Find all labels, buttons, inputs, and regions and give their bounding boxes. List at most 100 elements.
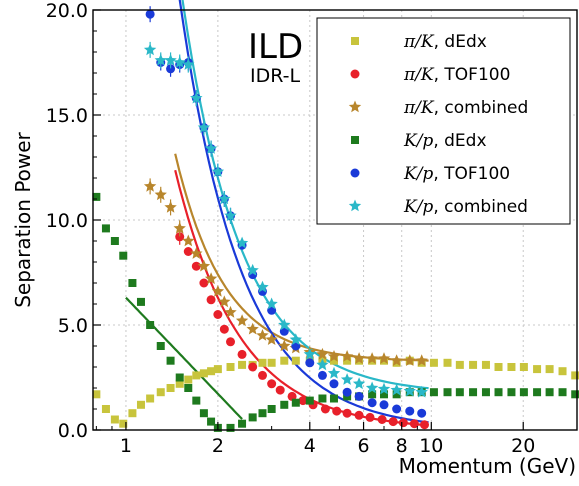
data-point-series-5 (256, 280, 269, 293)
data-point-series-1 (183, 247, 193, 256)
data-point-series-3 (481, 388, 490, 397)
data-point-series-1 (332, 406, 342, 416)
data-point-series-2 (352, 352, 366, 364)
legend-entry-1: π/K, TOF100 (403, 65, 510, 85)
data-point-series-5 (143, 43, 157, 56)
data-point-series-3 (92, 192, 101, 201)
data-point-series-0 (238, 360, 247, 369)
data-point-series-5 (327, 366, 341, 379)
data-point-series-4 (305, 358, 315, 368)
data-point-series-3 (207, 417, 216, 426)
data-point-series-1 (206, 295, 216, 305)
data-point-series-0 (429, 358, 438, 367)
data-point-series-2 (164, 200, 177, 213)
data-point-series-2 (218, 295, 231, 308)
data-point-series-3 (558, 388, 567, 397)
data-point-series-3 (101, 224, 110, 233)
fit-curve-series-4 (178, 0, 429, 424)
data-point-series-5 (204, 142, 218, 154)
legend-box (316, 17, 571, 225)
tick-labels: 1 2 4 6 8 10 20 0.0 5.0 10.0 15.0 20.0 (46, 0, 536, 457)
data-point-series-0 (175, 379, 184, 388)
legend-entry-3: K/p, dEdx (403, 131, 487, 151)
x-tick-label: 10 (419, 435, 443, 457)
data-point-series-5 (289, 333, 302, 345)
data-point-series-1 (320, 404, 330, 414)
data-point-series-0 (571, 371, 579, 380)
data-point-series-3 (166, 356, 175, 365)
data-point-series-0 (110, 415, 119, 424)
data-point-series-1 (191, 261, 201, 271)
data-point-series-3 (318, 394, 327, 403)
data-point-series-2 (143, 179, 157, 192)
data-point-series-3 (184, 384, 193, 392)
data-point-series-0 (343, 356, 352, 365)
data-point-series-2 (340, 350, 354, 362)
legend-marker-3 (351, 136, 359, 144)
data-point-series-5 (173, 56, 186, 68)
data-point-series-3 (469, 388, 478, 397)
data-point-series-4 (329, 379, 339, 389)
data-point-series-5 (365, 381, 379, 394)
data-point-series-2 (327, 350, 341, 362)
legend-marker-5 (348, 199, 362, 212)
data-point-series-3 (258, 409, 267, 418)
data-point-series-3 (175, 373, 184, 382)
data-point-series-5 (278, 318, 291, 331)
data-point-series-3 (146, 321, 155, 329)
data-point-series-2 (365, 352, 379, 364)
data-point-series-3 (248, 413, 257, 422)
data-point-series-3 (238, 419, 247, 428)
data-point-series-5 (224, 209, 237, 222)
data-point-series-2 (316, 347, 329, 360)
data-point-series-3 (571, 390, 579, 399)
data-point-series-0 (146, 394, 155, 403)
data-point-series-3 (192, 396, 201, 405)
data-point-series-3 (519, 388, 528, 397)
data-point-series-2 (173, 221, 186, 234)
data-point-series-2 (154, 188, 167, 201)
data-point-series-0 (455, 360, 464, 369)
data-point-series-3 (380, 390, 389, 399)
data-point-series-0 (291, 356, 300, 365)
data-point-series-1 (409, 419, 419, 429)
data-point-series-2 (390, 354, 403, 366)
data-point-series-3 (507, 388, 516, 397)
data-point-series-1 (398, 418, 408, 428)
data-point-series-5 (377, 382, 391, 395)
data-point-series-5 (265, 297, 278, 310)
data-point-series-1 (420, 420, 430, 430)
data-point-series-5 (303, 347, 316, 360)
y-axis-label: Separation Power (11, 131, 35, 307)
data-point-series-1 (298, 396, 308, 406)
data-point-series-1 (287, 391, 297, 401)
data-point-series-0 (267, 358, 276, 367)
chart-title: ILD (248, 27, 303, 67)
data-point-series-2 (211, 284, 225, 297)
data-point-series-2 (415, 354, 428, 366)
data-point-series-2 (235, 314, 249, 327)
data-point-series-3 (455, 388, 464, 397)
legend-marker-0 (351, 37, 359, 45)
data-point-series-0 (156, 388, 165, 397)
data-point-series-3 (128, 279, 137, 287)
legend-suffix: , combined (433, 197, 528, 217)
data-point-series-3 (110, 237, 119, 245)
data-point-series-4 (379, 400, 389, 410)
data-point-series-3 (156, 342, 165, 350)
x-tick-label: 4 (304, 435, 316, 457)
data-point-series-0 (443, 358, 452, 367)
y-tick-label: 0.0 (58, 420, 88, 442)
data-point-series-2 (190, 247, 203, 259)
data-point-series-0 (166, 384, 175, 392)
data-point-series-0 (258, 358, 267, 367)
data-point-series-1 (365, 412, 375, 422)
data-point-series-0 (136, 400, 145, 409)
data-point-series-0 (92, 390, 101, 399)
data-point-series-0 (507, 363, 516, 371)
x-tick-label: 20 (511, 435, 535, 457)
data-point-series-2 (278, 339, 291, 352)
data-point-series-3 (199, 409, 208, 418)
data-point-series-2 (246, 322, 259, 335)
